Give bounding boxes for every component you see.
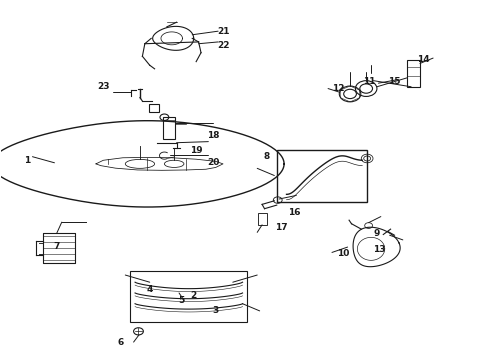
- Text: 21: 21: [217, 27, 229, 36]
- Bar: [277, 149, 367, 202]
- Text: 13: 13: [373, 246, 386, 255]
- Text: 5: 5: [178, 296, 185, 305]
- Text: 6: 6: [117, 338, 123, 347]
- Text: 1: 1: [24, 156, 31, 165]
- Text: 15: 15: [388, 77, 400, 86]
- Text: 22: 22: [217, 41, 229, 50]
- Text: 7: 7: [54, 242, 60, 251]
- Text: 16: 16: [288, 208, 300, 217]
- Text: 3: 3: [213, 306, 219, 315]
- Text: 14: 14: [417, 55, 430, 64]
- Text: 17: 17: [275, 223, 288, 232]
- Text: 9: 9: [374, 229, 380, 238]
- Text: 11: 11: [364, 77, 376, 86]
- Bar: [44, 233, 75, 264]
- Text: 19: 19: [190, 146, 202, 155]
- Bar: [130, 271, 247, 321]
- Text: 20: 20: [207, 158, 220, 167]
- Text: 2: 2: [191, 291, 197, 300]
- Bar: [163, 117, 175, 139]
- Text: 18: 18: [207, 131, 220, 140]
- Text: 12: 12: [332, 84, 344, 93]
- Text: 8: 8: [264, 152, 270, 161]
- Text: 23: 23: [97, 82, 110, 91]
- Bar: [149, 104, 159, 112]
- Bar: [407, 60, 420, 87]
- Bar: [258, 213, 267, 225]
- Text: 4: 4: [147, 285, 153, 294]
- Text: 10: 10: [337, 249, 349, 258]
